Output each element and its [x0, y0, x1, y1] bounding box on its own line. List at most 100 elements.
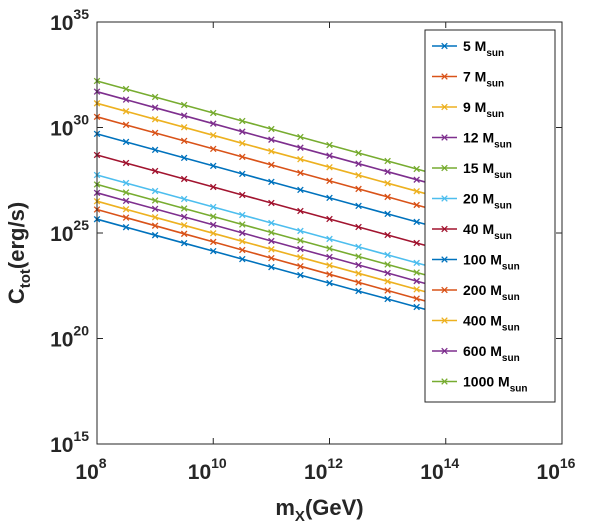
data-point	[355, 279, 362, 286]
data-point	[239, 229, 246, 237]
data-point	[180, 101, 188, 109]
x-tick-label: 1010	[188, 455, 227, 484]
data-point	[209, 120, 217, 127]
y-tick-label: 1015	[50, 428, 89, 457]
data-point	[326, 253, 333, 261]
data-point	[326, 245, 333, 252]
data-point	[355, 171, 362, 179]
data-point	[239, 238, 246, 245]
data-point	[122, 85, 130, 93]
data-point	[180, 124, 188, 131]
legend-marker	[441, 256, 448, 263]
data-point	[326, 163, 333, 171]
legend-box	[424, 29, 556, 403]
data-point	[297, 207, 304, 215]
data-point	[326, 194, 333, 202]
data-point	[297, 169, 304, 177]
legend-entry: 200 Msun	[432, 282, 520, 303]
data-point	[151, 187, 159, 195]
data-point	[297, 227, 304, 235]
data-point	[180, 205, 188, 212]
data-point	[413, 187, 420, 195]
data-point	[180, 239, 188, 247]
data-point	[122, 214, 130, 221]
data-point	[180, 195, 188, 203]
data-point	[355, 149, 362, 157]
data-point	[268, 161, 275, 169]
legend-entry: 100 Msun	[432, 252, 520, 273]
legend-marker	[441, 225, 448, 233]
legend-marker	[441, 134, 448, 141]
data-point	[180, 154, 188, 162]
legend-label: 9 Msun	[463, 99, 504, 120]
legend-marker	[441, 286, 448, 294]
legend-entry: 7 Msun	[432, 69, 504, 90]
legend-marker	[441, 42, 448, 50]
data-point	[297, 271, 304, 279]
data-point	[355, 160, 362, 167]
data-point	[297, 133, 304, 141]
data-point	[355, 261, 362, 269]
data-point	[122, 96, 130, 103]
data-point	[326, 152, 333, 159]
data-point	[209, 213, 217, 220]
data-point	[384, 287, 391, 294]
y-axis-label: Ctot(erg/s)	[4, 202, 34, 304]
data-point	[297, 237, 304, 244]
data-point	[326, 235, 333, 243]
legend-label: 7 Msun	[463, 69, 504, 90]
data-point	[355, 202, 362, 210]
data-point	[355, 185, 362, 193]
data-point	[384, 157, 391, 165]
legend-label: 200 Msun	[463, 282, 520, 303]
data-point	[122, 121, 130, 129]
data-point	[413, 303, 420, 311]
data-point	[209, 109, 217, 117]
data-point	[239, 191, 246, 199]
data-point	[384, 193, 391, 201]
data-point	[268, 219, 275, 227]
data-point	[355, 243, 362, 251]
data-point	[239, 255, 246, 263]
legend-marker	[441, 347, 448, 355]
data-point	[413, 295, 420, 302]
data-point	[151, 167, 159, 175]
legend-entry: 9 Msun	[432, 99, 504, 120]
data-point	[413, 239, 420, 247]
data-point	[297, 155, 304, 163]
data-point	[239, 221, 246, 228]
data-point	[239, 128, 246, 135]
legend-marker	[441, 378, 448, 385]
data-point	[268, 199, 275, 207]
series-7	[93, 130, 450, 234]
legend-label: 12 Msun	[463, 130, 512, 151]
data-point	[180, 230, 188, 238]
data-point	[413, 201, 420, 209]
data-point	[239, 170, 246, 178]
data-point	[122, 205, 130, 213]
data-point	[151, 129, 159, 137]
data-point	[268, 178, 275, 186]
data-point	[151, 231, 159, 239]
data-point	[122, 108, 130, 115]
data-point	[297, 144, 304, 151]
legend-label: 100 Msun	[463, 252, 520, 273]
legend-entry: 20 Msun	[432, 191, 512, 212]
data-point	[180, 137, 188, 145]
data-point	[413, 259, 420, 267]
data-point	[122, 138, 130, 146]
data-point	[384, 251, 391, 259]
data-point	[384, 231, 391, 239]
data-point	[180, 175, 188, 183]
data-point	[413, 277, 420, 285]
data-point	[268, 229, 275, 236]
data-point	[268, 254, 275, 262]
series-0	[93, 215, 450, 319]
data-point	[180, 222, 188, 229]
data-point	[355, 287, 362, 295]
x-tick-label: 1016	[537, 455, 576, 484]
data-point	[268, 147, 275, 155]
data-point	[239, 140, 246, 147]
legend-label: 40 Msun	[463, 221, 512, 242]
legend-entry: 600 Msun	[432, 343, 520, 364]
